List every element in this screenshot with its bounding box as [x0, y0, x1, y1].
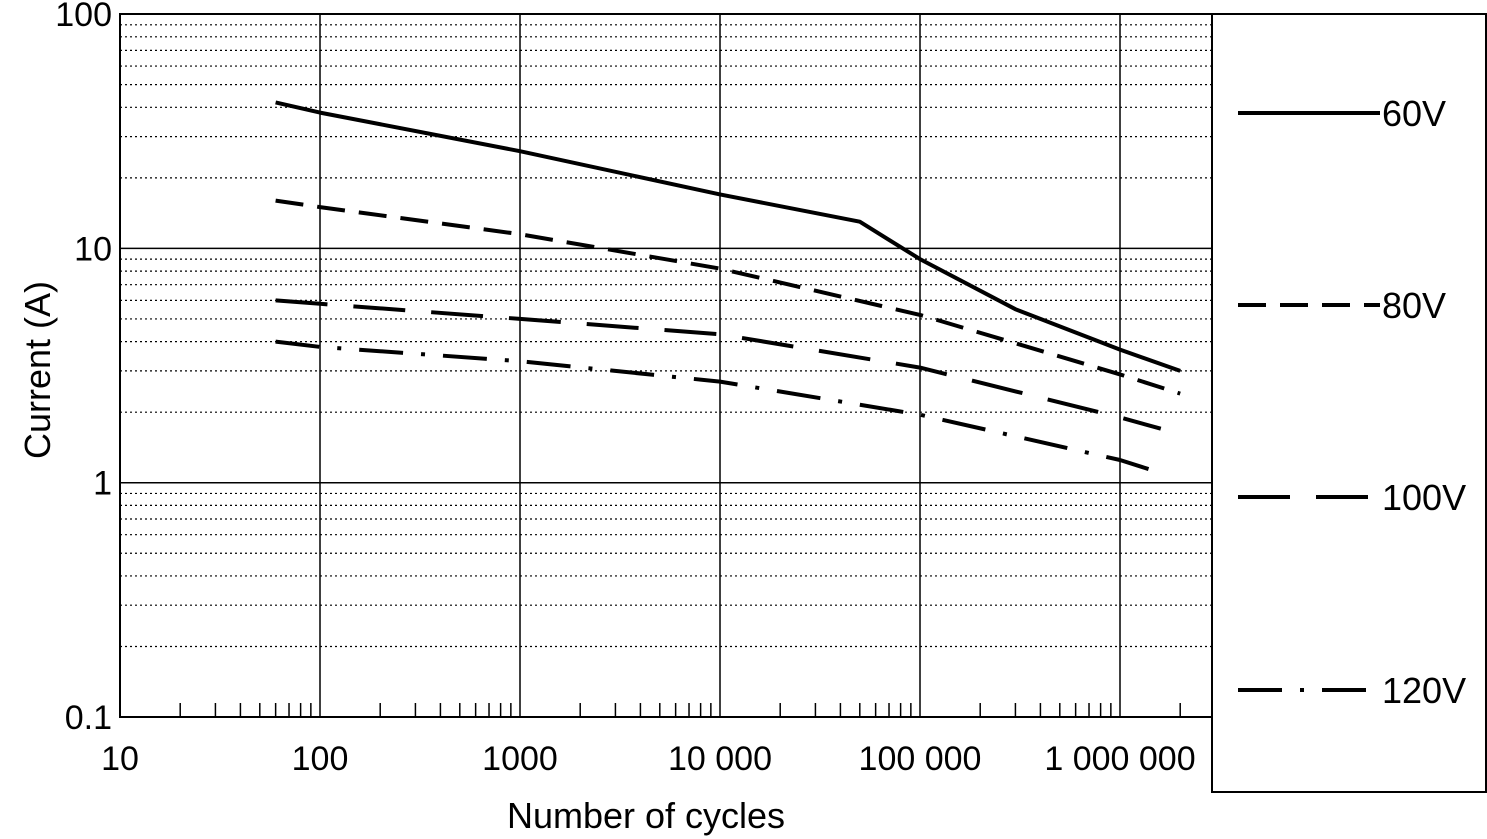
legend: 60V 80V 100V 120V	[1238, 93, 1466, 711]
x-tick-label: 100 000	[859, 740, 982, 778]
y-tick-labels: 100 10 1 0.1	[55, 0, 112, 737]
series-lines	[275, 100, 1181, 475]
x-tick-label: 1 000 000	[1044, 740, 1195, 778]
series-line-60v	[275, 100, 1181, 373]
series-line-80v	[275, 198, 1181, 396]
series-line-120v	[275, 339, 1162, 475]
legend-label-100v: 100V	[1382, 477, 1466, 518]
y-tick-label: 10	[74, 230, 112, 268]
x-tick-label: 100	[292, 740, 349, 778]
legend-box	[1211, 13, 1487, 793]
legend-label-60v: 60V	[1382, 93, 1446, 134]
y-tick-label: 0.1	[65, 699, 112, 737]
x-tick-labels: 10 100 1000 10 000 100 000 1 000 000	[101, 740, 1196, 778]
x-tick-label: 10	[101, 740, 139, 778]
x-axis-title: Number of cycles	[507, 795, 785, 836]
legend-label-120v: 120V	[1382, 670, 1466, 711]
x-tick-label: 10 000	[668, 740, 772, 778]
x-tick-label: 1000	[482, 740, 558, 778]
y-tick-label: 1	[93, 465, 112, 503]
minor-grid	[120, 24, 1212, 648]
y-axis-title: Current (A)	[17, 281, 58, 459]
x-minor-ticks	[179, 703, 1181, 717]
series-line-100v	[275, 298, 1162, 431]
y-tick-label: 100	[55, 0, 112, 34]
plot-background	[120, 14, 1212, 717]
legend-label-80v: 80V	[1382, 285, 1446, 326]
